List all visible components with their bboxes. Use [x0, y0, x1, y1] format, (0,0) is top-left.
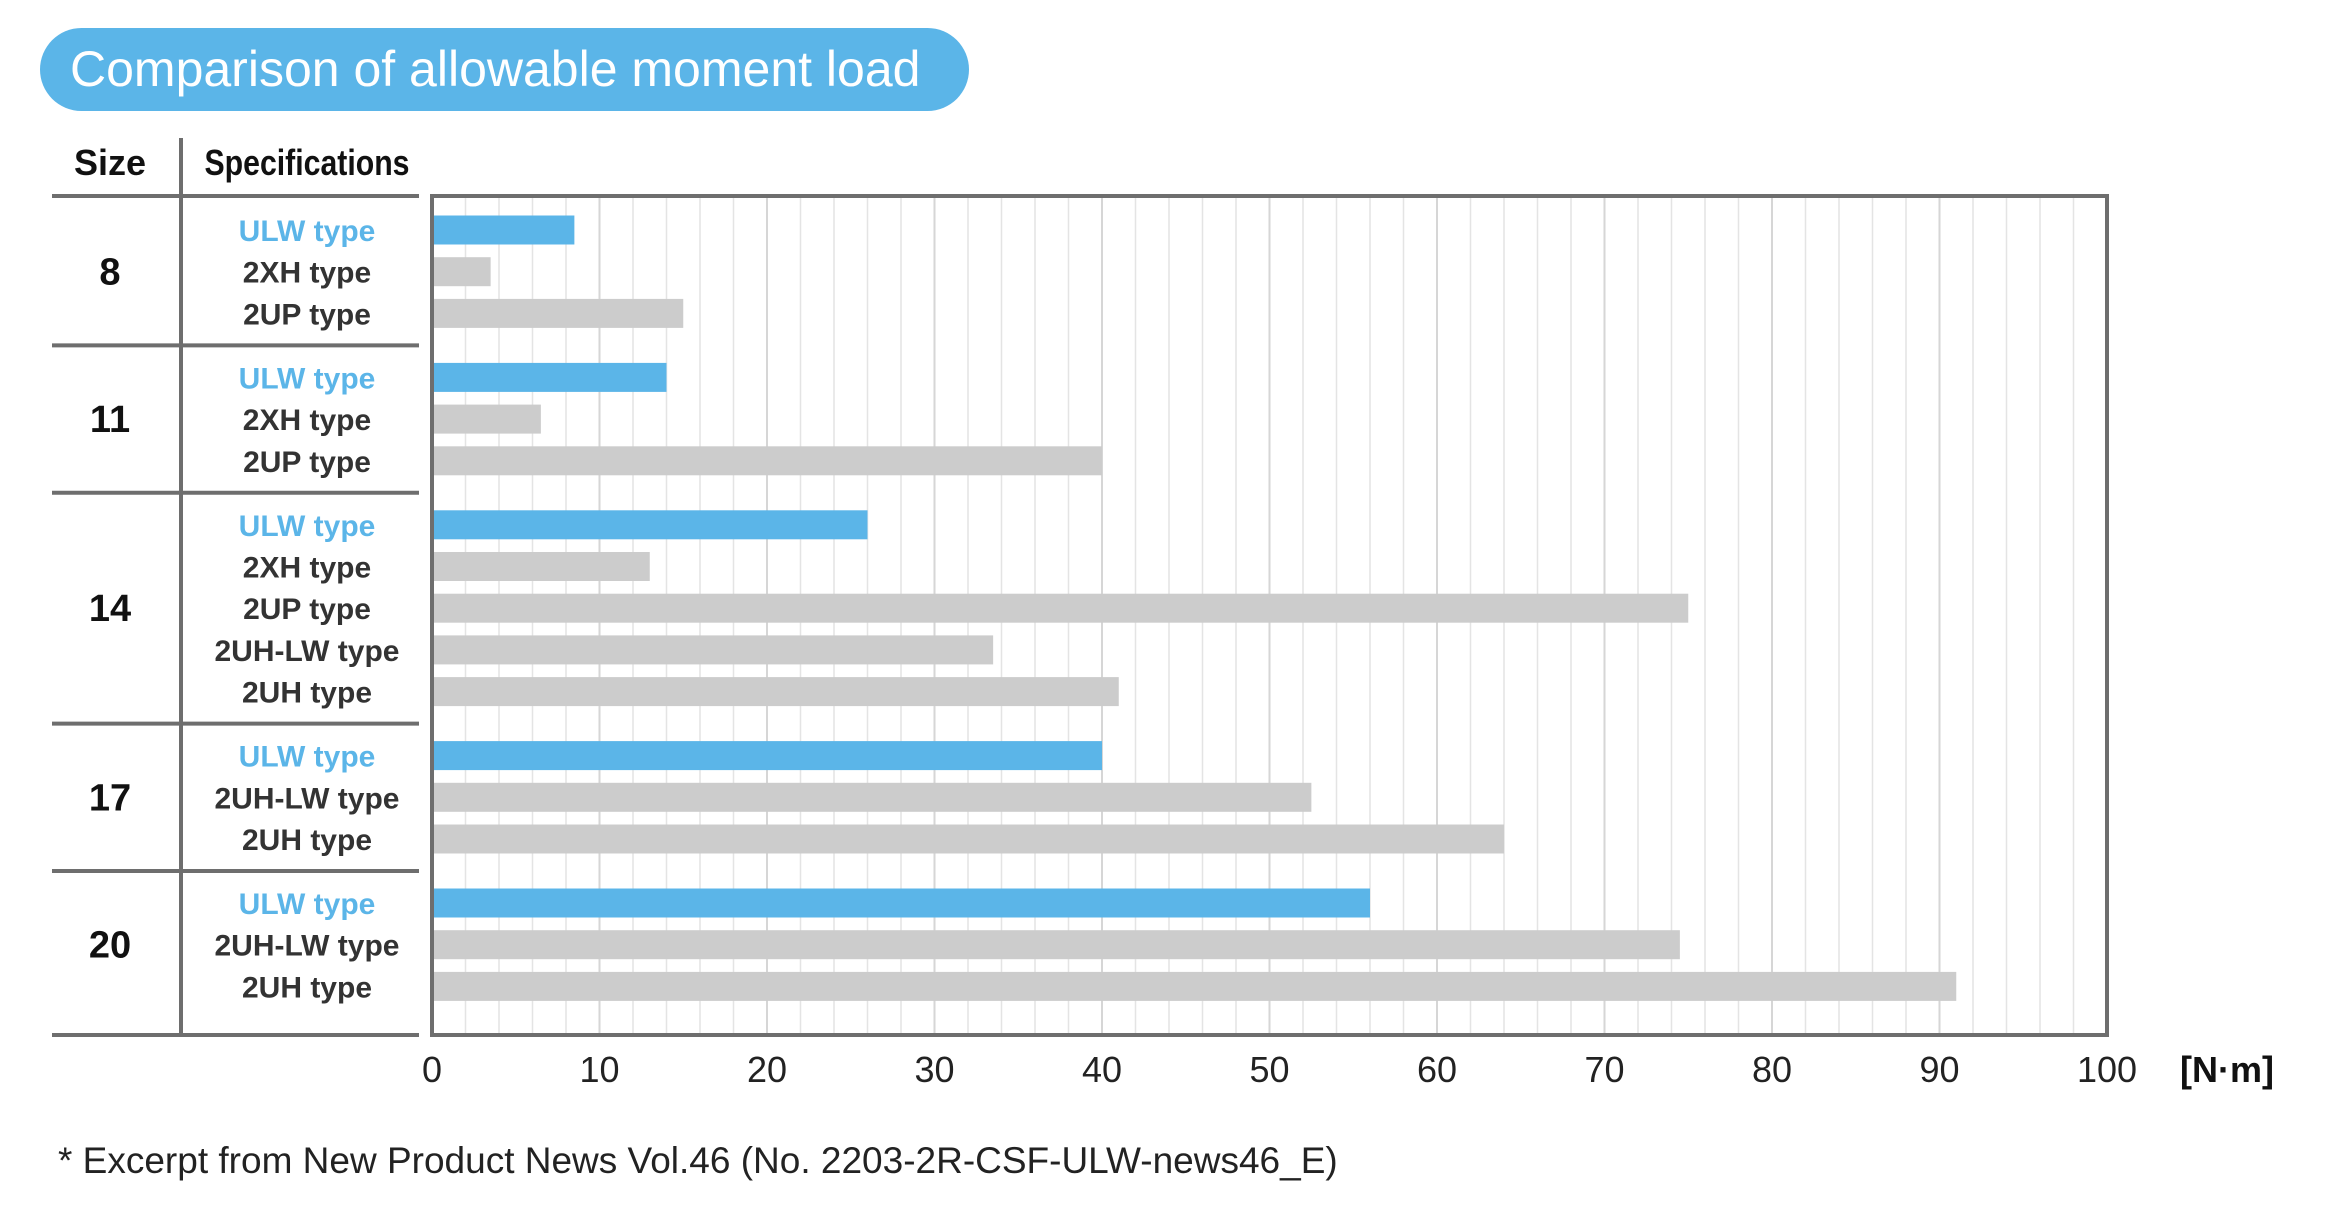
spec-label: 2UP type — [243, 446, 371, 479]
spec-label: 2XH type — [243, 404, 371, 437]
spec-label: 2UH-LW type — [214, 635, 399, 668]
spec-label: 2XH type — [243, 257, 371, 290]
size-label: 14 — [89, 588, 131, 630]
bar — [432, 298, 684, 328]
bar-ulw — [432, 510, 868, 540]
bar — [432, 971, 1957, 1001]
x-tick-label: 30 — [914, 1049, 954, 1090]
x-tick-label: 80 — [1752, 1049, 1792, 1090]
x-tick-label: 40 — [1082, 1049, 1122, 1090]
spec-label: 2XH type — [243, 552, 371, 585]
chart-title-badge: Comparison of allowable moment load — [40, 28, 969, 111]
spec-label: 2UH-LW type — [214, 782, 399, 815]
spec-label: 2UP type — [243, 593, 371, 626]
bar — [432, 552, 650, 581]
unit-label: [N·m] — [2180, 1049, 2274, 1090]
bar — [432, 930, 1680, 960]
spec-label: 2UP type — [243, 298, 371, 331]
bar — [432, 593, 1689, 623]
bar — [432, 446, 1102, 476]
x-tick-label: 100 — [2077, 1049, 2137, 1090]
spec-column-header: Specifications — [205, 142, 410, 183]
spec-label: ULW type — [239, 215, 376, 248]
spec-label: ULW type — [239, 741, 376, 774]
x-tick-label: 50 — [1249, 1049, 1289, 1090]
x-tick-label: 90 — [1919, 1049, 1959, 1090]
size-label: 11 — [90, 399, 130, 441]
size-label: 8 — [99, 252, 120, 294]
bar — [432, 635, 994, 665]
size-label: 17 — [89, 777, 131, 819]
spec-label: ULW type — [239, 888, 376, 921]
x-tick-label: 10 — [579, 1049, 619, 1090]
spec-label: 2UH type — [242, 971, 372, 1004]
x-tick-label: 70 — [1584, 1049, 1624, 1090]
spec-label: ULW type — [239, 362, 376, 395]
bar — [432, 404, 541, 434]
footnote: * Excerpt from New Product News Vol.46 (… — [58, 1140, 1338, 1181]
bar — [432, 677, 1119, 707]
bar-ulw — [432, 362, 667, 392]
bar-ulw — [432, 741, 1102, 771]
size-column-header: Size — [74, 142, 146, 183]
spec-label: 2UH-LW type — [214, 930, 399, 963]
plot-frame — [430, 194, 2109, 1037]
bar-ulw — [432, 215, 575, 245]
x-tick-label: 0 — [422, 1049, 442, 1090]
spec-label: ULW type — [239, 510, 376, 543]
spec-label: 2UH type — [242, 824, 372, 857]
bar-ulw — [432, 888, 1370, 918]
size-label: 20 — [89, 925, 131, 967]
bar — [432, 257, 491, 287]
spec-label: 2UH type — [242, 677, 372, 710]
bar — [432, 824, 1504, 854]
x-tick-label: 20 — [747, 1049, 787, 1090]
x-tick-label: 60 — [1417, 1049, 1457, 1090]
chart-title: Comparison of allowable moment load — [70, 41, 921, 97]
bar — [432, 782, 1312, 812]
